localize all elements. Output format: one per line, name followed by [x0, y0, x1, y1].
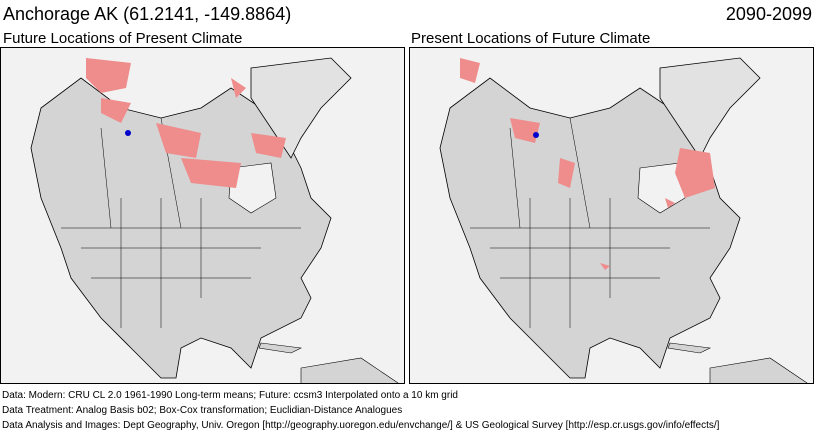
- footer-data-source: Data: Modern: CRU CL 2.0 1961-1990 Long-…: [2, 390, 458, 401]
- analog-areas: [460, 58, 715, 270]
- footer-data-treatment: Data Treatment: Analog Basis b02; Box-Co…: [2, 405, 403, 416]
- present-locations-map: [409, 47, 814, 384]
- left-panel-title: Future Locations of Present Climate: [3, 30, 243, 47]
- period-label: 2090-2099: [725, 4, 812, 24]
- analog-areas: [86, 58, 286, 188]
- site-marker: [125, 130, 131, 136]
- site-marker: [533, 132, 539, 138]
- footer-credits: Data Analysis and Images: Dept Geography…: [2, 420, 720, 431]
- future-locations-map: [0, 47, 405, 384]
- right-panel-title: Present Locations of Future Climate: [411, 30, 651, 47]
- location-title: Anchorage AK (61.2141, -149.8864): [3, 4, 292, 24]
